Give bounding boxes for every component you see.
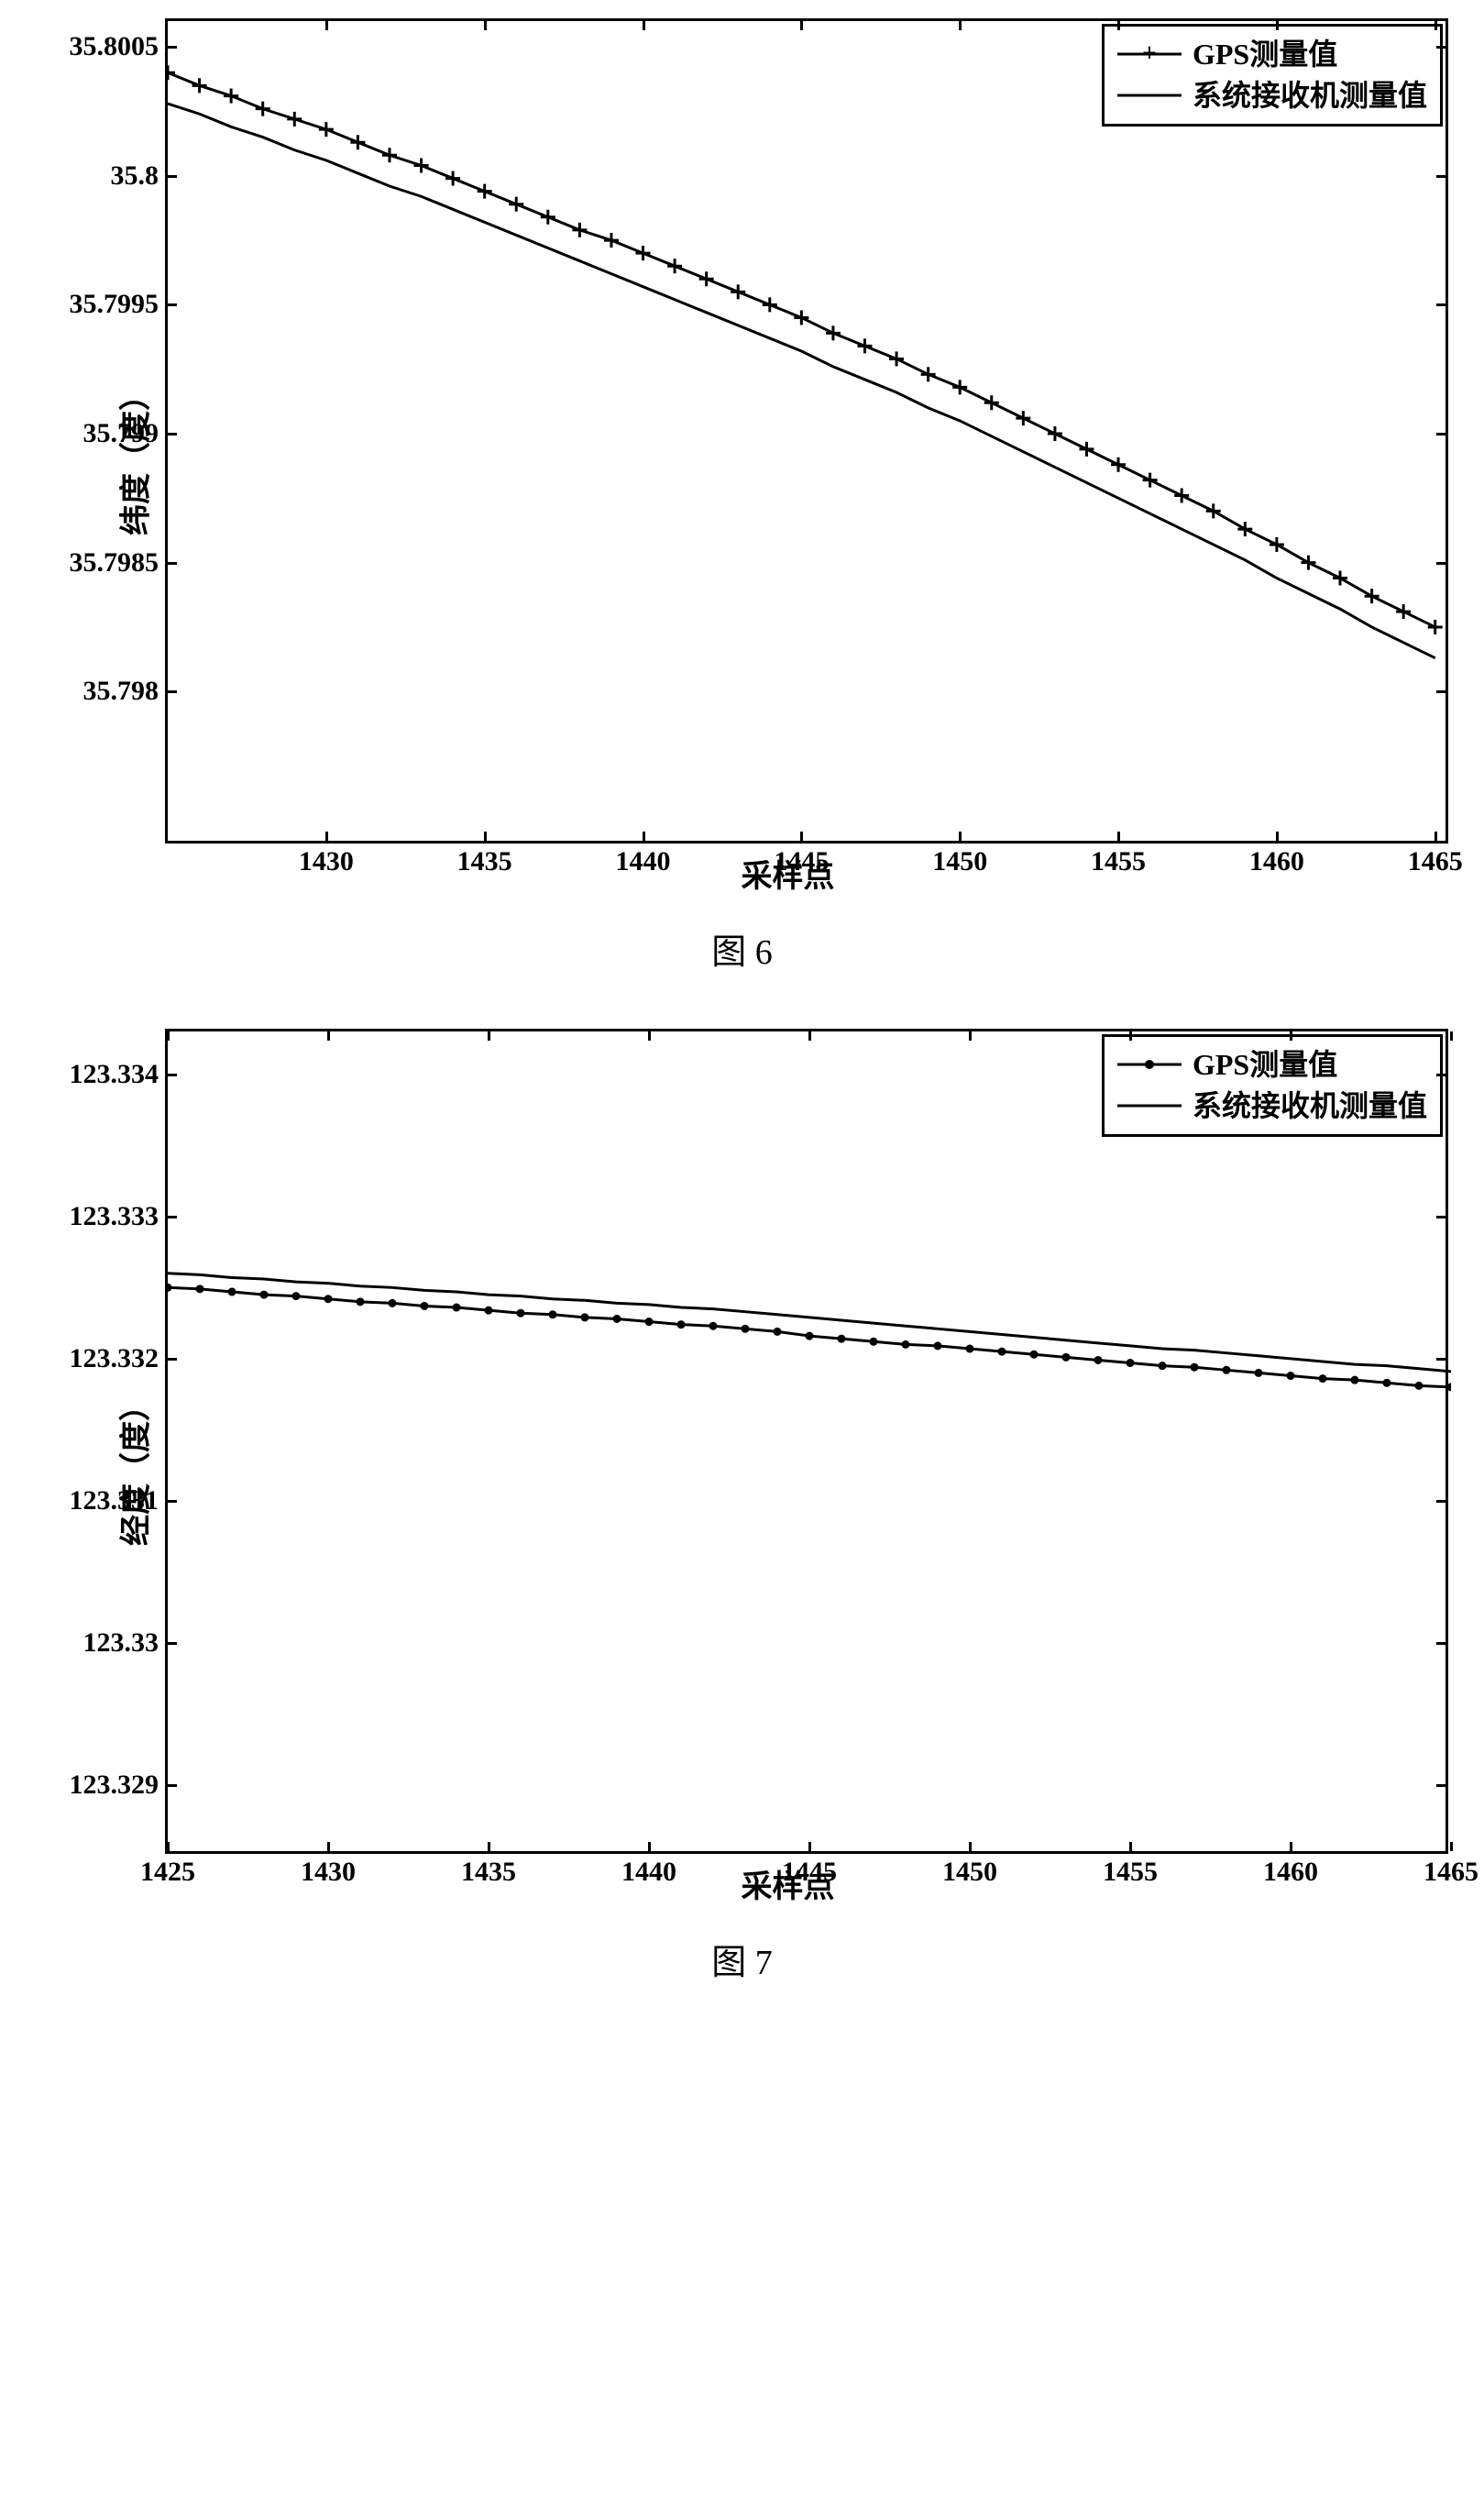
chart2-legend-row-1: 系统接收机测量值 xyxy=(1117,1086,1427,1127)
xtick-label: 1455 xyxy=(1091,841,1146,877)
figure-6: 纬度（度） + GPS测量值 系统接收机测量值 35.79835 xyxy=(37,18,1447,974)
chart1-legend-label-1: 系统接收机测量值 xyxy=(1193,75,1427,116)
chart1-legend-row-0: + GPS测量值 xyxy=(1117,34,1427,75)
chart2-plot-area: GPS测量值 系统接收机测量值 123.329123.33123.331123.… xyxy=(165,1029,1448,1854)
xtick-label: 1445 xyxy=(774,841,829,877)
xtick-label: 1465 xyxy=(1424,1851,1479,1888)
figure-7: 经度（度） GPS测量值 系统接收机测量值 123.329123.33123 xyxy=(37,1029,1447,1984)
chart2-caption: 图 7 xyxy=(37,1934,1447,1984)
chart2-ylabel: 经度（度） xyxy=(111,1390,156,1546)
xtick-label: 1440 xyxy=(616,841,671,877)
chart2-wrap: 经度（度） GPS测量值 系统接收机测量值 123.329123.33123 xyxy=(165,1029,1411,1906)
ytick-label: 123.334 xyxy=(70,1059,169,1090)
xtick-label: 1440 xyxy=(621,1851,676,1888)
xtick-label: 1430 xyxy=(301,1851,356,1888)
chart1-ylabel: 纬度（度） xyxy=(111,380,156,535)
legend-swatch-line xyxy=(1117,1092,1182,1119)
ytick-label: 35.8005 xyxy=(70,31,169,62)
legend-swatch-dot xyxy=(1117,1051,1182,1078)
xtick-label: 1455 xyxy=(1103,1851,1158,1888)
chart1-plot-area: + GPS测量值 系统接收机测量值 35.79835.798535.79935.… xyxy=(165,18,1448,844)
xtick-label: 1450 xyxy=(932,841,987,877)
xtick-label: 1435 xyxy=(461,1851,516,1888)
chart1-legend-label-0: GPS测量值 xyxy=(1193,34,1337,75)
xtick-label: 1430 xyxy=(299,841,354,877)
xtick-label: 1460 xyxy=(1263,1851,1318,1888)
ytick-label: 35.799 xyxy=(83,418,169,449)
ytick-label: 35.7985 xyxy=(70,547,169,579)
chart1-caption: 图 6 xyxy=(37,923,1447,974)
ytick-label: 123.333 xyxy=(70,1201,169,1232)
chart2-legend-label-0: GPS测量值 xyxy=(1193,1044,1337,1086)
xtick-label: 1425 xyxy=(140,1851,195,1888)
legend-swatch-line xyxy=(1117,82,1182,109)
ytick-label: 123.329 xyxy=(70,1770,169,1801)
xtick-label: 1435 xyxy=(457,841,512,877)
chart2-legend-label-1: 系统接收机测量值 xyxy=(1193,1086,1427,1127)
chart1-wrap: 纬度（度） + GPS测量值 系统接收机测量值 35.79835 xyxy=(165,18,1411,896)
chart1-legend: + GPS测量值 系统接收机测量值 xyxy=(1102,24,1443,127)
ytick-label: 123.332 xyxy=(70,1343,169,1374)
chart2-legend-row-0: GPS测量值 xyxy=(1117,1044,1427,1086)
xtick-label: 1465 xyxy=(1408,841,1463,877)
ytick-label: 123.331 xyxy=(70,1485,169,1516)
chart1-legend-row-1: 系统接收机测量值 xyxy=(1117,75,1427,116)
ytick-label: 123.33 xyxy=(83,1627,169,1659)
ytick-label: 35.7995 xyxy=(70,289,169,320)
xtick-label: 1460 xyxy=(1249,841,1304,877)
legend-swatch-plus: + xyxy=(1117,40,1182,68)
ytick-label: 35.8 xyxy=(111,160,169,192)
xtick-label: 1450 xyxy=(942,1851,997,1888)
ytick-label: 35.798 xyxy=(83,676,169,707)
xtick-label: 1445 xyxy=(782,1851,837,1888)
chart2-legend: GPS测量值 系统接收机测量值 xyxy=(1102,1034,1443,1137)
